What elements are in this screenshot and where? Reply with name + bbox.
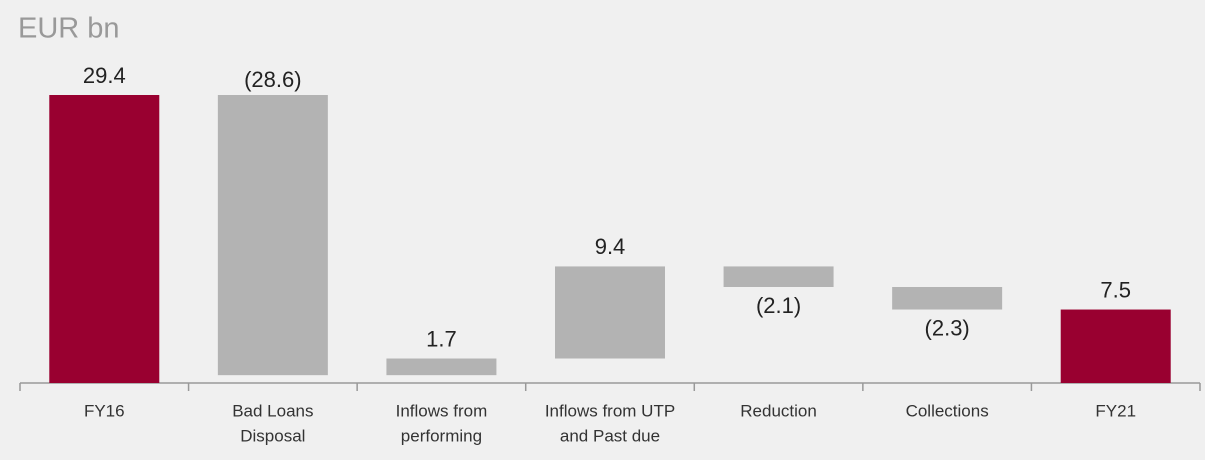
- bar: [386, 358, 497, 376]
- x-tick-label: FY21: [1095, 401, 1136, 420]
- x-tick-label: Bad Loans: [232, 401, 313, 420]
- value-label: (28.6): [244, 67, 301, 92]
- bar: [892, 287, 1003, 310]
- value-label: 7.5: [1100, 277, 1131, 302]
- value-label: 1.7: [426, 326, 457, 351]
- x-tick-label: Inflows from UTP: [545, 401, 675, 420]
- x-tick-label: Inflows from: [396, 401, 488, 420]
- chart-title: EUR bn: [18, 13, 120, 45]
- bar: [1060, 309, 1171, 383]
- bar: [217, 95, 328, 376]
- value-label: 29.4: [83, 63, 126, 88]
- value-label: (2.1): [756, 293, 801, 318]
- bar: [723, 266, 834, 287]
- x-tick-label: Disposal: [240, 426, 305, 445]
- x-tick-label: Collections: [906, 401, 989, 420]
- value-label: (2.3): [925, 315, 970, 340]
- x-tick-label: performing: [401, 426, 482, 445]
- x-tick-label: and Past due: [560, 426, 660, 445]
- bar: [555, 266, 665, 359]
- x-tick-label: Reduction: [740, 401, 817, 420]
- bar: [49, 95, 160, 383]
- x-tick-label: FY16: [84, 401, 125, 420]
- value-label: 9.4: [595, 234, 626, 259]
